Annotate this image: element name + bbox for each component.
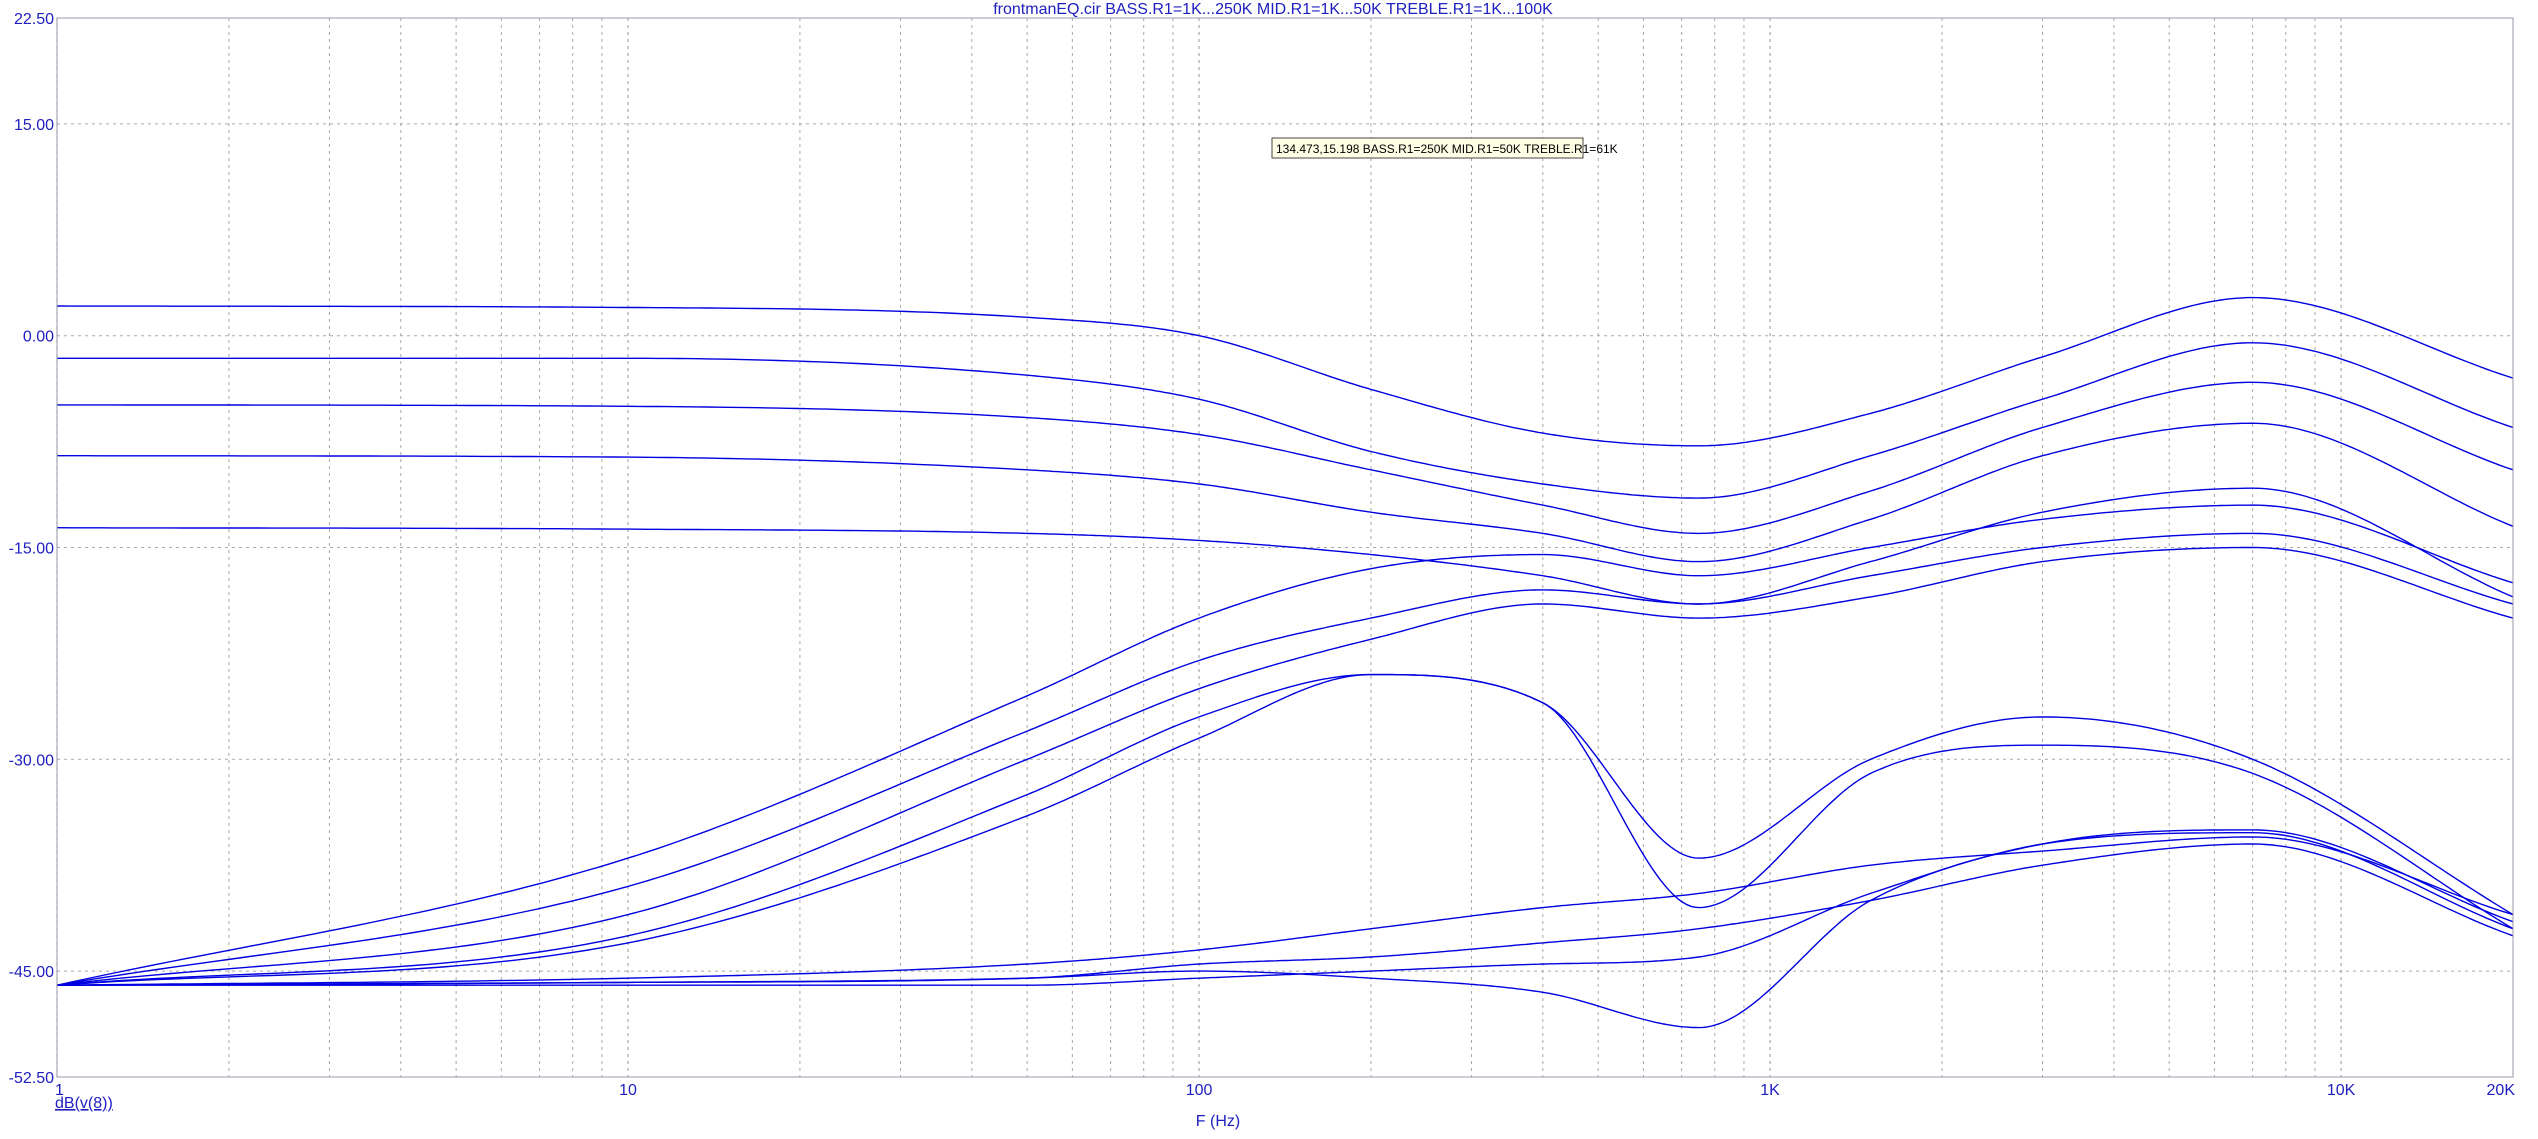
y-tick-label: 22.50: [14, 11, 54, 28]
y-tick-label: 0.00: [23, 329, 54, 346]
trace-line: [57, 843, 2513, 986]
x-tick-label: 1: [55, 1082, 64, 1099]
trace-line: [57, 487, 2513, 605]
x-tick-label: 20K: [2487, 1082, 2516, 1099]
cursor-tooltip: 134.473,15.198 BASS.R1=250K MID.R1=50K T…: [1271, 137, 1618, 159]
x-tick-label: 10: [619, 1082, 637, 1099]
y-tick-label: 15.00: [14, 117, 54, 134]
trace-line: [57, 532, 2513, 986]
trace-line: [57, 422, 2513, 563]
y-tick-label: -52.50: [9, 1070, 54, 1087]
x-tick-label: 100: [1186, 1082, 1213, 1099]
trace-line: [57, 546, 2513, 986]
plot-frame: [56, 17, 2514, 1078]
trace-line: [57, 296, 2513, 447]
y-tick-label: -15.00: [9, 541, 54, 558]
trace-line: [57, 836, 2513, 986]
trace-line: [57, 381, 2513, 535]
traces: [57, 296, 2513, 1029]
tooltip-text: 134.473,15.198 BASS.R1=250K MID.R1=50K T…: [1276, 142, 1618, 156]
trace-group: [57, 296, 2513, 1029]
y-axis-ticks: 22.50 15.00 0.00 -15.00 -30.00 -45.00 -52.50: [9, 11, 54, 1087]
trace-line: [57, 342, 2513, 499]
trace-line: [57, 673, 2513, 986]
x-tick-label: 10K: [2327, 1082, 2356, 1099]
chart-title: frontmanEQ.cir BASS.R1=1K...250K MID.R1=…: [993, 1, 1553, 18]
trace-line: [57, 832, 2513, 986]
y-axis-label: dB(v(8)): [55, 1095, 113, 1112]
trace-line: [57, 504, 2513, 986]
x-tick-label: 1K: [1760, 1082, 1780, 1099]
x-axis-label: F (Hz): [1196, 1113, 1240, 1130]
x-axis-ticks: 1 10 100 1K 10K 20K: [55, 1082, 2515, 1099]
y-tick-label: -30.00: [9, 752, 54, 769]
tooltip-box: [1271, 137, 1584, 159]
y-tick-label: -45.00: [9, 964, 54, 981]
